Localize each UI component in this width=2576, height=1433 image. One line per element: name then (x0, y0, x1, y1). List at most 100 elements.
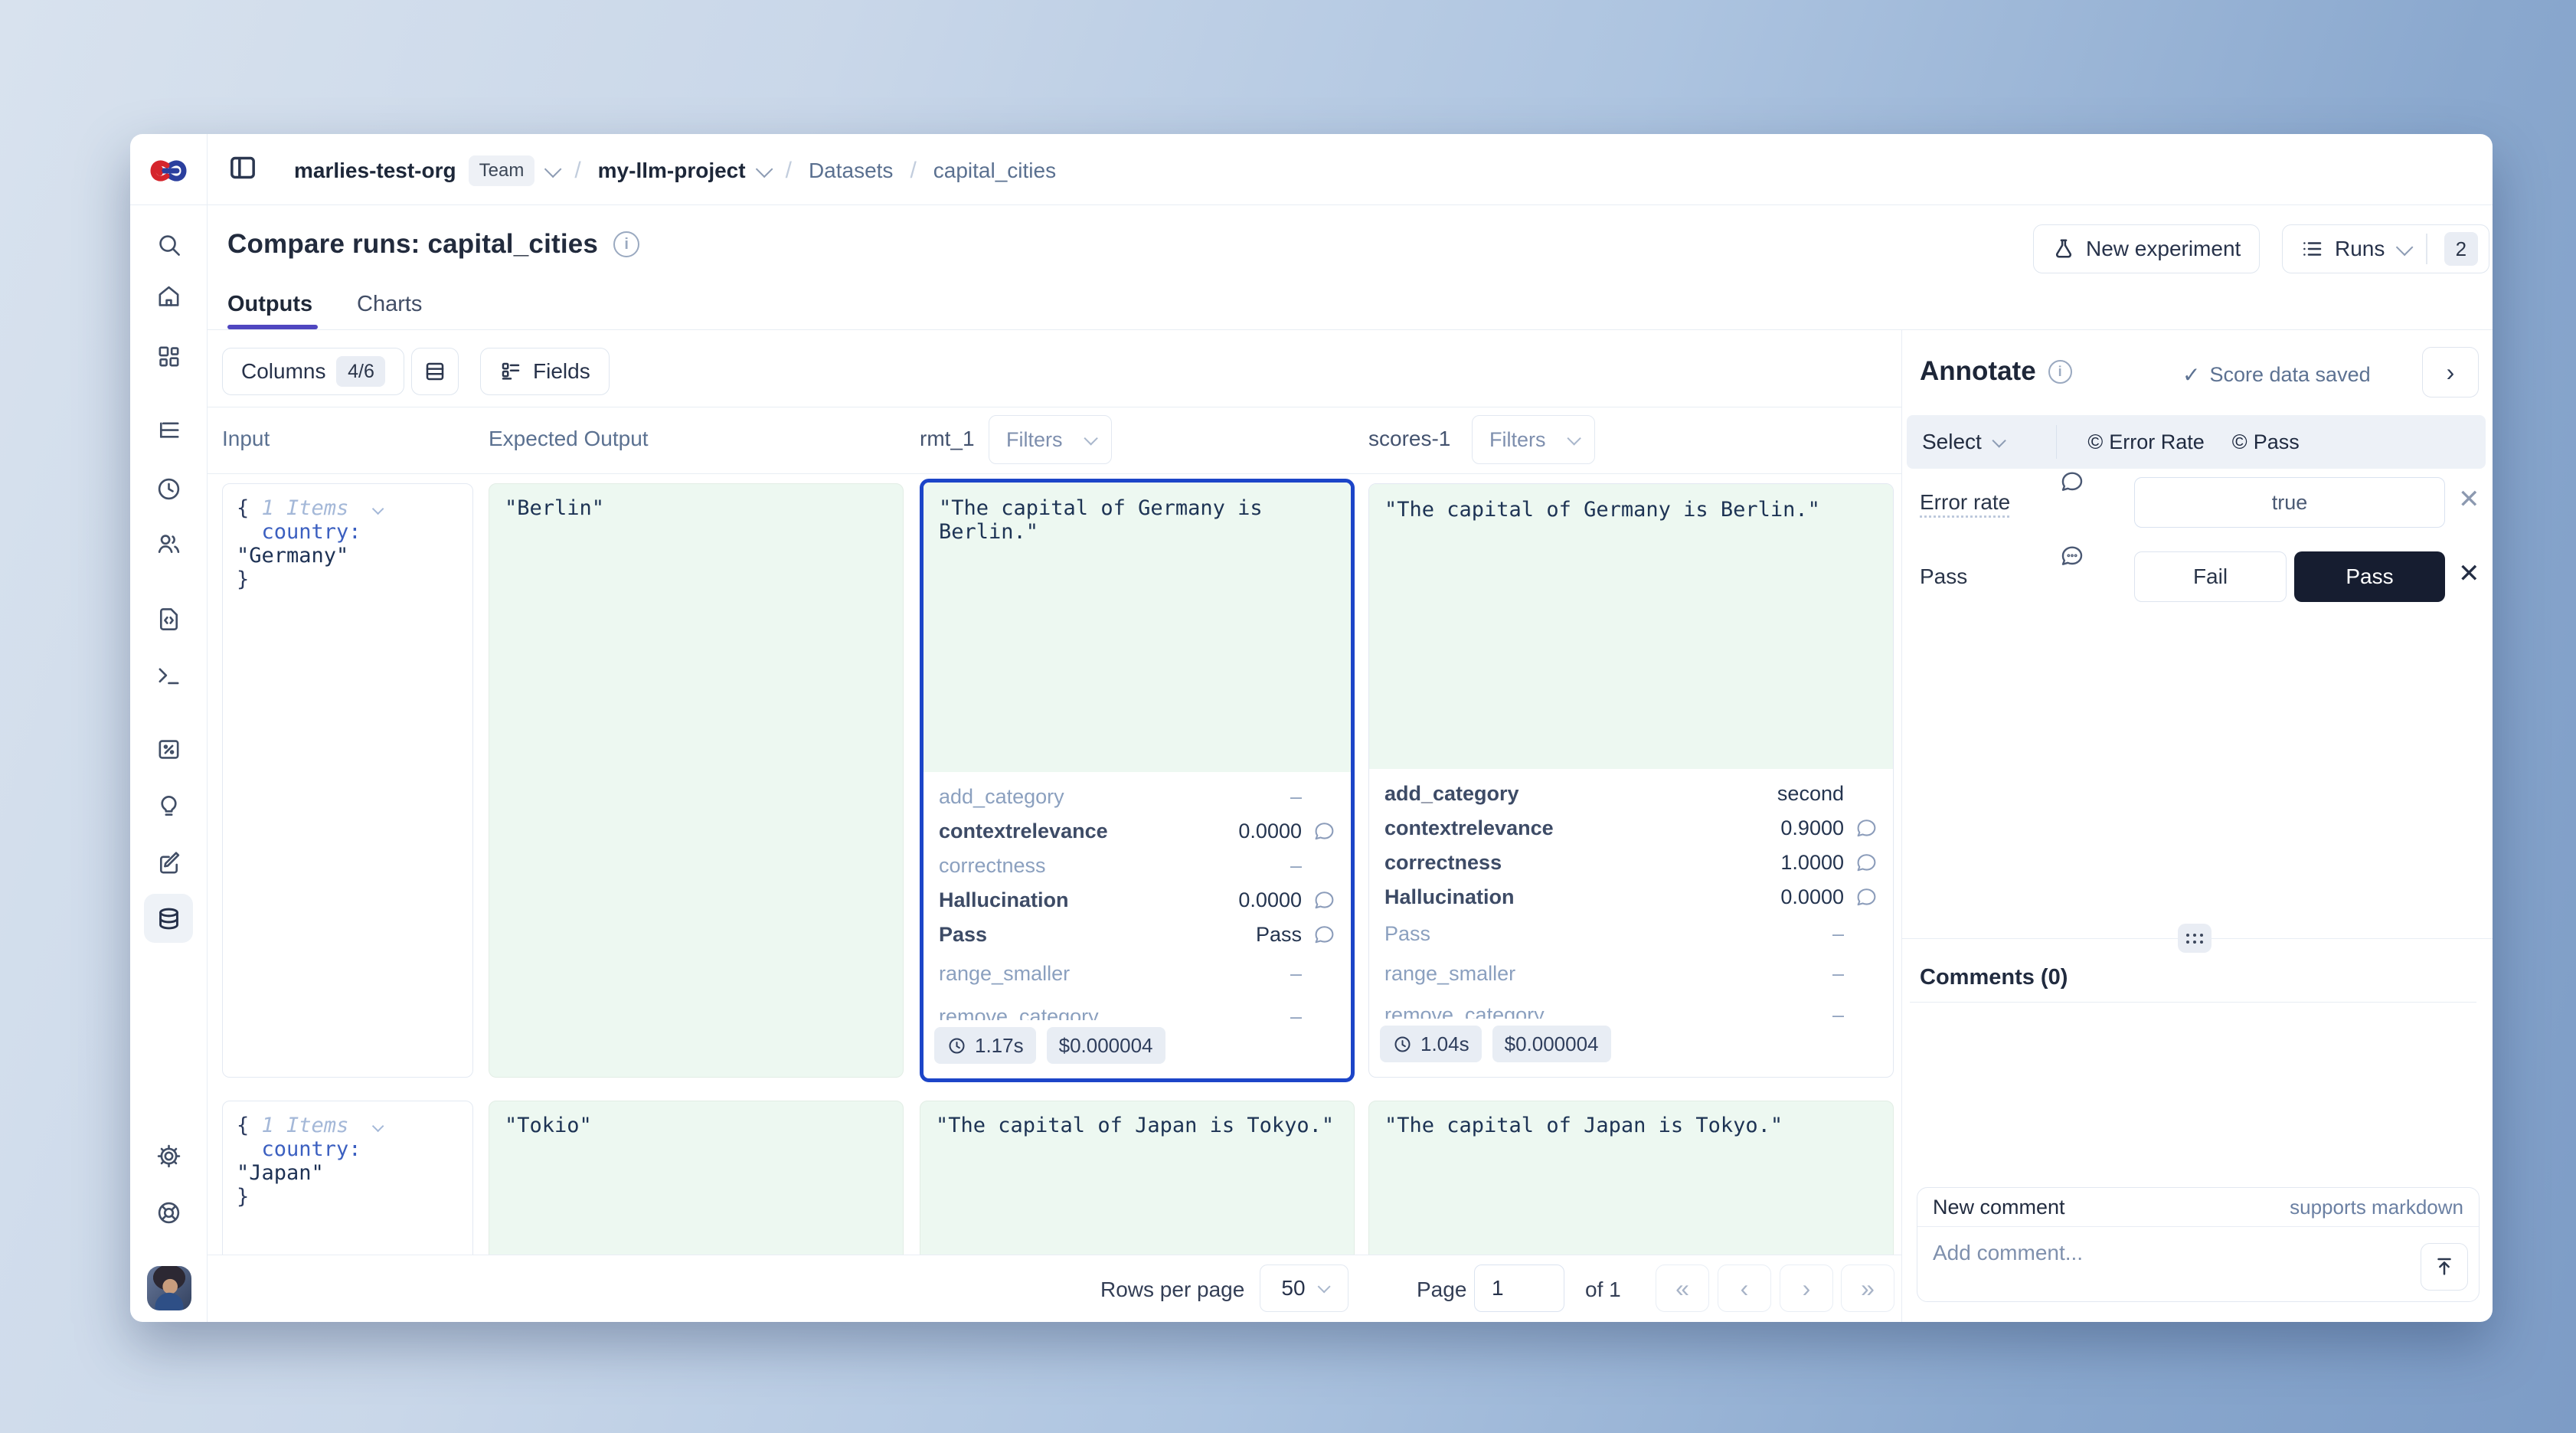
score-row[interactable]: remove_category – (939, 1004, 1302, 1021)
app-logo[interactable] (130, 154, 207, 188)
score-row[interactable]: Pass Pass (939, 918, 1335, 952)
json-collapse-icon[interactable] (371, 502, 384, 515)
comment-bubble-icon[interactable] (2060, 544, 2084, 572)
score-type-icon: © (2231, 430, 2247, 453)
drag-handle[interactable] (2178, 924, 2212, 953)
traces-icon[interactable] (130, 418, 207, 446)
run2-output-cell[interactable]: "The capital of Japan is Tokyo." (1368, 1101, 1894, 1255)
expected-output-cell[interactable]: "Tokio" (489, 1101, 904, 1255)
annotate-info-icon[interactable]: i (2048, 359, 2072, 384)
run1-output-cell[interactable]: "The capital of Germany is Berlin." add_… (920, 479, 1355, 1082)
input-cell[interactable]: { 1 Items country: "Japan" } (222, 1101, 473, 1255)
tab-outputs[interactable]: Outputs (227, 292, 313, 316)
comment-bubble-icon[interactable] (1302, 889, 1335, 911)
comment-bubble-icon[interactable] (1302, 820, 1335, 842)
columns-button[interactable]: Columns 4/6 (222, 348, 405, 395)
error-rate-input[interactable] (2134, 477, 2445, 528)
expected-output-cell[interactable]: "Berlin" (489, 483, 904, 1078)
previous-page-button[interactable]: ‹ (1718, 1265, 1771, 1312)
page-number-input[interactable] (1474, 1265, 1564, 1312)
score-row[interactable]: correctness 1.0000 (1384, 846, 1878, 880)
terminal-icon[interactable] (130, 662, 207, 689)
org-type-badge: Team (468, 155, 535, 186)
score-row[interactable]: Hallucination 0.0000 (1384, 880, 1878, 914)
row-height-button[interactable] (411, 348, 459, 395)
run2-output-cell[interactable]: "The capital of Germany is Berlin." add_… (1368, 483, 1894, 1078)
table-body: { 1 Items country: "Germany" } "Berlin" … (207, 477, 1901, 1255)
annotate-title: Annotate (1920, 356, 2036, 386)
app-window: marlies-test-org Team / my-llm-project /… (130, 134, 2493, 1322)
page-size-select[interactable]: 50 (1260, 1265, 1348, 1312)
evaluations-icon[interactable] (130, 735, 207, 763)
last-page-button[interactable]: » (1841, 1265, 1894, 1312)
search-icon[interactable] (130, 231, 207, 258)
chip-error-rate[interactable]: © Error Rate (2087, 430, 2205, 453)
comment-bubble-icon[interactable] (2060, 469, 2084, 498)
score-row[interactable]: contextrelevance 0.9000 (1384, 811, 1878, 846)
history-icon[interactable] (130, 475, 207, 502)
breadcrumb-separator: / (910, 158, 917, 183)
input-cell[interactable]: { 1 Items country: "Germany" } (222, 483, 473, 1078)
submit-comment-button[interactable] (2421, 1243, 2468, 1291)
comment-bubble-icon[interactable] (1302, 924, 1335, 946)
chip-pass[interactable]: © Pass (2231, 430, 2300, 453)
settings-icon[interactable] (130, 1142, 207, 1170)
sidebar-divider (207, 134, 208, 1322)
column-header-run2[interactable]: scores-1 (1368, 427, 1451, 450)
run1-filters-button[interactable]: Filters (989, 415, 1112, 464)
score-row[interactable]: range_smaller – (1384, 961, 1844, 985)
sidebar-toggle-icon[interactable] (227, 152, 261, 186)
datasets-icon[interactable] (144, 894, 193, 943)
help-icon[interactable] (130, 1199, 207, 1226)
new-experiment-button[interactable]: New experiment (2033, 224, 2261, 273)
home-icon[interactable] (130, 283, 207, 310)
runs-count-badge: 2 (2444, 232, 2478, 266)
title-info-icon[interactable]: i (613, 231, 640, 257)
breadcrumb-org[interactable]: marlies-test-org (294, 159, 456, 182)
avatar[interactable] (147, 1266, 191, 1310)
comment-bubble-icon[interactable] (1844, 886, 1878, 908)
latency-badge: 1.17s (934, 1027, 1036, 1064)
clear-pass-icon[interactable]: ✕ (2458, 559, 2480, 588)
breadcrumb-page[interactable]: capital_cities (933, 159, 1057, 182)
score-row[interactable]: contextrelevance 0.0000 (939, 814, 1335, 849)
comment-bubble-icon[interactable] (1844, 817, 1878, 839)
dashboard-icon[interactable] (130, 342, 207, 370)
annotate-select-dropdown[interactable]: Select (1922, 430, 1982, 453)
comment-input[interactable]: Add comment... (1933, 1241, 2084, 1265)
fields-icon (502, 362, 520, 380)
score-row[interactable]: Pass – (1384, 921, 1844, 945)
runs-chevron-icon (2396, 238, 2414, 257)
score-row[interactable]: add_category second (1384, 782, 1844, 805)
score-row[interactable]: Hallucination 0.0000 (939, 883, 1335, 918)
breadcrumb-datasets[interactable]: Datasets (808, 159, 894, 182)
project-chevron-icon[interactable] (755, 160, 773, 178)
annotate-select-bar: Select © Error Rate © Pass (1907, 415, 2486, 469)
run2-filters-button[interactable]: Filters (1472, 415, 1595, 464)
json-collapse-icon[interactable] (371, 1120, 384, 1133)
first-page-button[interactable]: « (1656, 1265, 1709, 1312)
clock-icon (1394, 1035, 1411, 1052)
clear-error-rate-icon[interactable]: ✕ (2458, 485, 2480, 514)
users-icon[interactable] (130, 530, 207, 558)
next-page-button[interactable]: › (1780, 1265, 1833, 1312)
score-row[interactable]: remove_category – (1384, 1003, 1844, 1019)
collapse-panel-button[interactable]: › (2422, 347, 2479, 398)
score-row[interactable]: add_category – (939, 785, 1302, 808)
run1-output-cell[interactable]: "The capital of Japan is Tokyo." (920, 1101, 1355, 1255)
column-header-run1[interactable]: rmt_1 (920, 427, 975, 450)
ideas-icon[interactable] (130, 793, 207, 820)
tab-charts[interactable]: Charts (357, 292, 423, 316)
fields-button[interactable]: Fields (480, 348, 610, 395)
comment-bubble-icon[interactable] (1844, 852, 1878, 874)
pass-button[interactable]: Pass (2294, 551, 2445, 602)
artifacts-icon[interactable] (130, 605, 207, 633)
runs-button[interactable]: Runs 2 (2282, 224, 2489, 273)
annotations-icon[interactable] (130, 849, 207, 877)
fail-button[interactable]: Fail (2134, 551, 2287, 602)
org-chevron-icon[interactable] (544, 160, 562, 178)
breadcrumb-project[interactable]: my-llm-project (597, 159, 746, 182)
score-row[interactable]: range_smaller – (939, 961, 1302, 985)
score-row[interactable]: correctness – (939, 854, 1302, 877)
flask-icon (2055, 239, 2072, 258)
